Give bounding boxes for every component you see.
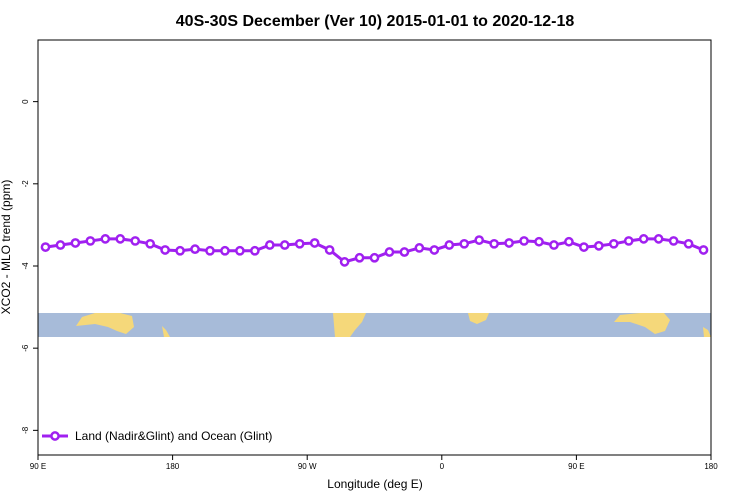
point-marker	[683, 238, 694, 249]
point-marker	[474, 235, 485, 245]
point-marker	[175, 245, 185, 256]
y-tick-label: 0	[21, 99, 30, 104]
point-marker	[623, 236, 634, 246]
point-marker	[519, 236, 529, 246]
x-tick-label: 90 W	[298, 462, 317, 471]
x-tick-label: 90 E	[568, 462, 584, 471]
point-marker	[608, 238, 619, 249]
point-marker	[638, 234, 649, 244]
point-marker	[459, 238, 470, 249]
point-marker	[339, 257, 350, 267]
x-tick-label: 180	[704, 462, 718, 471]
point-marker	[414, 243, 425, 253]
y-axis-label: XCO2 - MLO trend (ppm)	[0, 180, 13, 315]
point-marker	[205, 245, 215, 256]
y-tick-label: -2	[21, 180, 30, 188]
point-marker	[55, 240, 66, 250]
x-tick-label: 0	[440, 462, 445, 471]
point-marker	[100, 234, 111, 244]
point-marker	[504, 238, 514, 248]
point-marker	[220, 245, 230, 256]
point-marker	[369, 252, 380, 263]
plot-frame	[37, 39, 712, 456]
point-marker	[190, 244, 200, 254]
point-marker	[579, 242, 589, 252]
point-marker	[85, 236, 96, 246]
y-tick-label: -6	[21, 344, 30, 352]
chart-title: 40S-30S December (Ver 10) 2015-01-01 to …	[176, 13, 575, 30]
point-marker	[70, 238, 81, 248]
point-marker	[160, 245, 170, 255]
point-marker	[444, 240, 455, 250]
legend-marker	[50, 431, 60, 441]
point-marker	[309, 238, 320, 248]
point-marker	[294, 238, 305, 249]
point-marker	[250, 245, 260, 256]
point-marker	[399, 247, 410, 257]
point-marker	[264, 240, 275, 250]
point-marker	[668, 236, 679, 246]
point-marker	[354, 252, 365, 263]
point-marker	[235, 245, 245, 256]
y-tick-label: -4	[21, 262, 30, 270]
legend-label: Land (Nadir&Glint) and Ocean (Glint)	[75, 429, 272, 443]
point-marker	[145, 238, 156, 249]
point-marker	[549, 240, 559, 250]
x-tick-label: 90 E	[30, 462, 46, 471]
point-marker	[324, 245, 335, 255]
point-marker	[489, 238, 499, 249]
y-tick-label: -8	[21, 426, 30, 434]
point-marker	[429, 245, 440, 255]
point-marker	[698, 245, 709, 255]
point-marker	[384, 247, 395, 257]
point-marker	[593, 241, 604, 251]
point-marker	[279, 240, 290, 250]
point-marker	[534, 236, 544, 247]
point-marker	[130, 236, 141, 246]
x-tick-label: 180	[166, 462, 180, 471]
map-strip	[38, 313, 711, 337]
point-marker	[653, 234, 664, 244]
point-marker	[115, 234, 126, 244]
point-marker	[40, 242, 51, 252]
x-axis-label: Longitude (deg E)	[327, 477, 422, 491]
point-marker	[564, 236, 574, 247]
